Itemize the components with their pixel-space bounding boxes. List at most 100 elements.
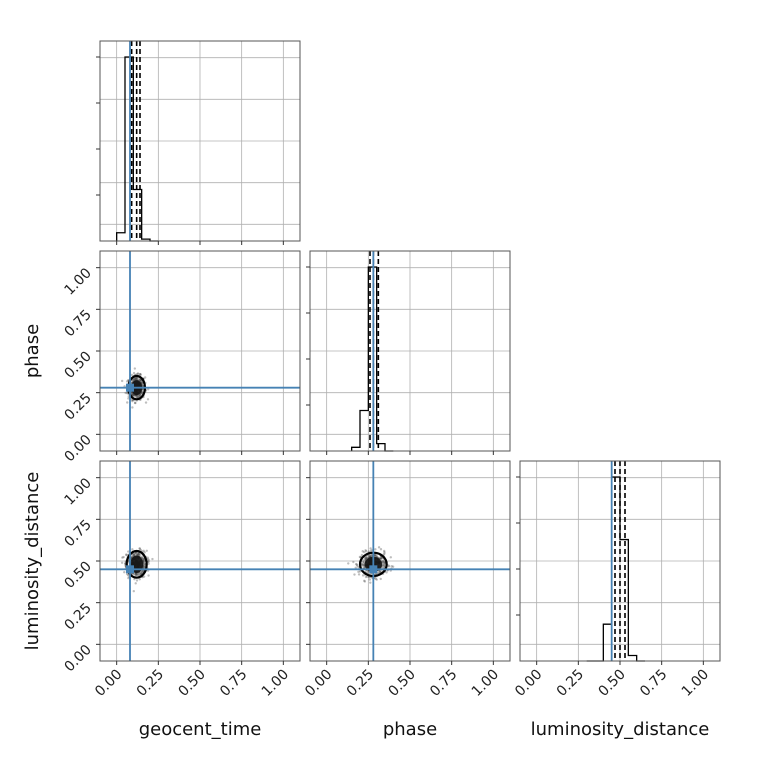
- scatter-point: [363, 558, 367, 561]
- x-axis-label-geocent_time: geocent_time: [139, 719, 262, 740]
- scatter-point: [143, 376, 147, 379]
- scatter-point: [363, 556, 367, 560]
- scatter-point: [140, 570, 144, 574]
- scatter-point: [125, 380, 129, 383]
- scatter-point: [375, 578, 378, 581]
- scatter-point: [358, 555, 362, 559]
- scatter-point: [126, 401, 129, 404]
- scatter-point: [134, 378, 138, 381]
- histogram-panel-geocent_time: [96, 40, 301, 245]
- scatter-point: [368, 555, 371, 558]
- scatter-point: [382, 564, 386, 567]
- scatter-point: [138, 372, 142, 376]
- scatter-point: [373, 554, 377, 557]
- scatter-point: [361, 563, 364, 566]
- scatter-point: [369, 555, 372, 558]
- scatter-point: [383, 549, 386, 553]
- scatter-point: [142, 557, 145, 560]
- scatter-point: [151, 557, 154, 561]
- scatter-point: [139, 572, 142, 576]
- scatter-point: [131, 393, 135, 397]
- scatter-point: [366, 571, 369, 574]
- scatter-point: [363, 566, 366, 569]
- scatter-point: [382, 561, 386, 564]
- scatter-point: [141, 556, 144, 560]
- scatter-point: [131, 406, 134, 409]
- scatter-point: [135, 376, 139, 380]
- scatter-point: [357, 570, 360, 574]
- scatter-point: [133, 401, 137, 405]
- scatter-point: [352, 560, 355, 564]
- scatter-point: [142, 549, 145, 553]
- scatter-point: [132, 371, 136, 375]
- histogram-panel-luminosity_distance: 0.00 0.25 0.50 0.75 1.00: [512, 460, 721, 700]
- scatter-point: [134, 573, 138, 576]
- scatter-point: [147, 388, 150, 391]
- x-axis-label-phase: phase: [383, 719, 437, 740]
- scatter-point: [360, 563, 364, 566]
- scatter-point: [136, 572, 139, 575]
- scatter-point: [383, 552, 386, 555]
- scatter-point: [131, 548, 134, 551]
- scatter-point: [354, 562, 358, 566]
- scatter-point: [362, 550, 366, 554]
- scatter-point: [364, 549, 367, 552]
- scatter-point: [139, 379, 142, 382]
- scatter-point: [135, 579, 139, 582]
- scatter-point: [375, 554, 378, 557]
- scatter-point: [143, 559, 146, 563]
- scatter-point: [147, 560, 150, 563]
- scatter-point: [136, 573, 140, 576]
- scatter-point: [142, 561, 146, 564]
- scatter-point: [140, 391, 144, 394]
- scatter-point: [133, 552, 136, 556]
- scatter-point: [132, 553, 136, 556]
- scatter-point: [136, 372, 140, 375]
- scatter-point: [138, 547, 141, 550]
- scatter-point: [369, 547, 372, 550]
- scatter-point: [124, 391, 127, 395]
- scatter-point: [135, 376, 138, 380]
- scatter-point: [382, 565, 386, 568]
- scatter-point: [370, 553, 373, 556]
- scatter-point: [139, 393, 142, 396]
- scatter-point: [142, 559, 146, 562]
- scatter-point: [353, 573, 356, 576]
- scatter-point: [122, 555, 125, 559]
- scatter-point: [142, 558, 145, 562]
- scatter-point: [120, 561, 124, 564]
- scatter-point: [133, 377, 136, 381]
- scatter-point: [379, 557, 383, 560]
- scatter-point: [383, 563, 386, 566]
- scatter-point: [136, 553, 139, 556]
- scatter-point: [374, 554, 378, 558]
- scatter-point: [374, 548, 377, 551]
- scatter-point: [130, 373, 133, 377]
- scatter-point: [132, 589, 135, 593]
- scatter-point: [368, 554, 372, 557]
- scatter-point: [370, 549, 373, 552]
- scatter-point: [361, 560, 365, 564]
- scatter-point: [132, 554, 136, 557]
- scatter-point: [135, 395, 138, 398]
- scatter-point: [132, 553, 135, 556]
- scatter-point: [135, 573, 138, 577]
- scatter-point: [134, 551, 138, 555]
- scatter-point: [125, 553, 128, 557]
- scatter-point: [147, 560, 150, 563]
- scatter-point: [142, 565, 146, 568]
- scatter-point: [377, 546, 381, 549]
- scatter-point: [134, 401, 137, 405]
- histogram-panel-phase: [306, 250, 511, 455]
- scatter-point: [137, 553, 140, 556]
- scatter-point: [365, 556, 368, 559]
- scatter-point: [370, 554, 373, 557]
- scatter-point: [137, 573, 141, 576]
- scatter-point: [379, 547, 383, 551]
- scatter-point: [383, 551, 386, 554]
- scatter-point: [141, 570, 144, 573]
- scatter-point: [134, 573, 137, 576]
- x-axis-label-luminosity_distance: luminosity_distance: [531, 719, 710, 740]
